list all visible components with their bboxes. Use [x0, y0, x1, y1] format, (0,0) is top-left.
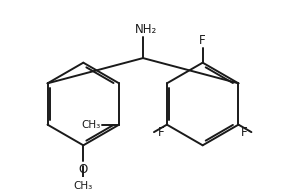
Text: CH₃: CH₃	[74, 181, 93, 191]
Text: F: F	[157, 126, 164, 139]
Text: F: F	[241, 126, 248, 139]
Text: O: O	[79, 163, 88, 176]
Text: CH₃: CH₃	[82, 120, 101, 130]
Text: F: F	[199, 34, 206, 47]
Text: NH₂: NH₂	[135, 23, 158, 36]
